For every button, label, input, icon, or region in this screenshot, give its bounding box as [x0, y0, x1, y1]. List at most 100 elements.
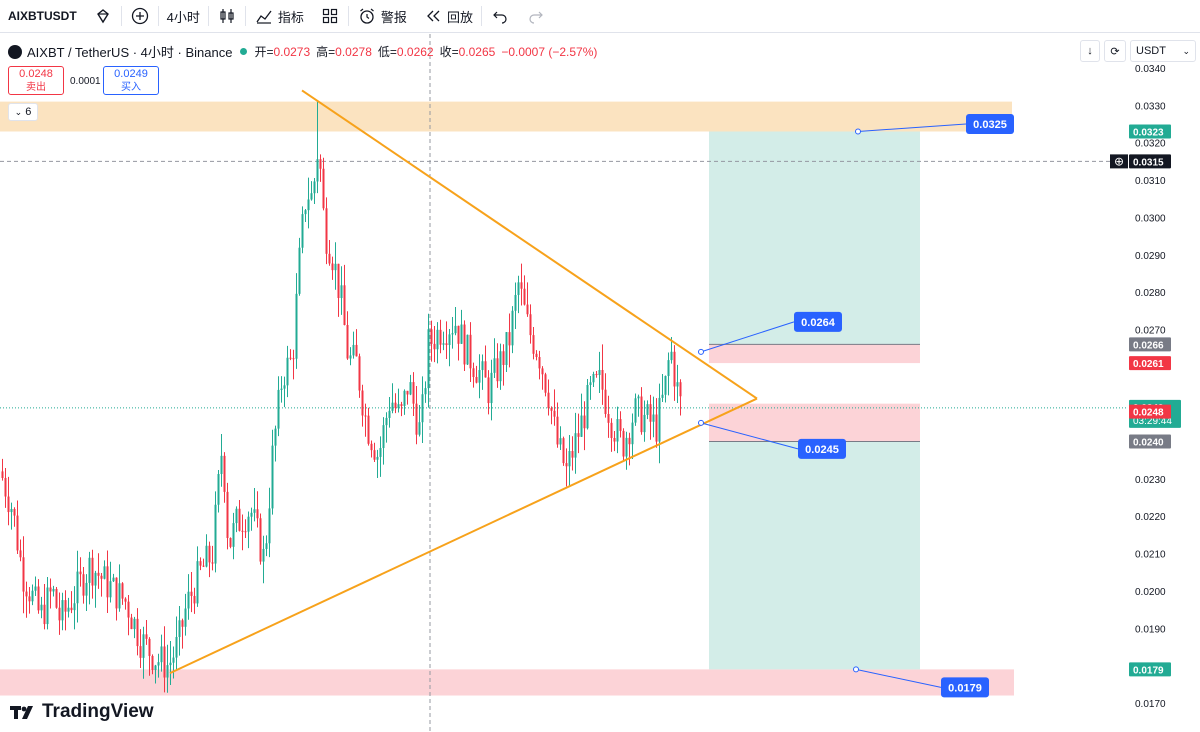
candle-body-80 — [241, 530, 244, 532]
change-value: −0.0007 (−2.57%) — [501, 44, 598, 59]
candle-body-198 — [595, 373, 598, 376]
redo-button[interactable] — [518, 0, 554, 33]
candle-body-167 — [502, 351, 505, 365]
candle-body-116 — [349, 355, 352, 359]
candle-body-3 — [10, 508, 13, 513]
indicators-collapse-button[interactable]: ⌄ 6 — [8, 103, 38, 121]
candle-body-82 — [247, 516, 250, 532]
chart-legend: AIXBT / TetherUS · 4小时 · Binance 开= 0.027… — [8, 42, 603, 61]
symbol-search-button[interactable]: AIXBTUSDT — [0, 0, 85, 33]
candle-body-18 — [55, 588, 58, 608]
indicators-button[interactable]: 指标 — [246, 0, 312, 33]
candle-body-110 — [331, 263, 334, 271]
candle-body-124 — [373, 450, 376, 460]
candle-body-14 — [43, 604, 46, 625]
price-badge-5: 0.0248 — [1129, 404, 1171, 419]
candle-body-67 — [202, 565, 205, 567]
candle-body-200 — [601, 369, 604, 390]
high-value: 0.0278 — [335, 44, 372, 59]
candle-body-84 — [253, 509, 256, 513]
candle-body-205 — [616, 419, 619, 442]
candle-body-157 — [472, 368, 475, 378]
plus-circle-icon — [130, 6, 150, 26]
candle-body-153 — [460, 324, 463, 344]
candle-body-49 — [148, 638, 151, 656]
candle-body-141 — [424, 388, 427, 395]
candle-body-166 — [499, 351, 502, 382]
callout-box-0 — [966, 114, 1014, 135]
scale-down-button[interactable]: ↓ — [1080, 40, 1100, 62]
price-tick-label-9: 0.0220 — [1135, 512, 1166, 523]
price-tick-label-14: 0.0170 — [1135, 699, 1166, 710]
price-badge-bg-0 — [1129, 124, 1171, 139]
currency-select[interactable]: USDT ⌄ — [1130, 40, 1196, 62]
price-badge-label-0: 0.0323 — [1133, 128, 1164, 139]
candle-body-1 — [4, 477, 7, 497]
candle-body-154 — [463, 324, 466, 365]
price-badge-0: 0.0323 — [1129, 124, 1171, 139]
brand-label: TradingView — [42, 701, 154, 722]
candle-body-208 — [625, 437, 628, 457]
undo-button[interactable] — [482, 0, 518, 33]
price-tick-label-11: 0.0200 — [1135, 587, 1166, 598]
price-tick-label-3: 0.0310 — [1135, 176, 1166, 187]
price-tick-label-6: 0.0280 — [1135, 288, 1166, 299]
favorite-button[interactable] — [85, 0, 121, 33]
candle-body-201 — [604, 389, 607, 415]
candle-body-8 — [25, 591, 28, 597]
candle-body-138 — [415, 403, 418, 435]
candle-body-226 — [679, 382, 682, 397]
price-badge-bg-5 — [1129, 404, 1171, 419]
candle-body-224 — [673, 351, 676, 387]
candle-body-186 — [559, 438, 562, 445]
callout-1: 0.0264 — [698, 311, 842, 355]
candle-body-197 — [592, 373, 595, 383]
refresh-button[interactable]: ⟳ — [1104, 40, 1126, 62]
candle-body-81 — [244, 531, 247, 533]
candle-body-223 — [670, 351, 673, 361]
candle-body-19 — [58, 607, 61, 621]
candle-body-132 — [397, 404, 400, 409]
candle-body-54 — [163, 646, 166, 678]
callout-label-2: 0.0245 — [805, 444, 839, 456]
candle-body-188 — [565, 463, 568, 467]
close-value: 0.0265 — [458, 44, 496, 59]
candle-body-184 — [553, 410, 556, 417]
callout-0: 0.0325 — [855, 114, 1014, 135]
open-label: 开= — [254, 45, 274, 59]
price-badge-bg-1 — [1129, 154, 1171, 169]
candle-body-113 — [340, 285, 343, 299]
legend-title: AIXBT / TetherUS · 4小时 · Binance — [27, 45, 233, 60]
candle-body-32 — [97, 572, 100, 576]
candle-body-97 — [292, 358, 295, 360]
redo-icon — [526, 6, 546, 26]
alert-button[interactable]: 警报 — [349, 0, 415, 33]
price-tick-label-0: 0.0340 — [1135, 64, 1166, 75]
replay-button[interactable]: 回放 — [415, 0, 481, 33]
price-badge-2: 0.0266 — [1129, 337, 1171, 352]
high-label: 高= — [316, 45, 336, 59]
callout-anchor-0 — [855, 128, 861, 135]
candle-body-190 — [571, 451, 574, 458]
candle-body-46 — [139, 646, 142, 658]
price-badge-label-2: 0.0266 — [1133, 340, 1164, 351]
callout-anchor-2 — [698, 419, 704, 426]
candle-body-203 — [610, 422, 613, 438]
candle-body-156 — [469, 334, 472, 369]
candle-body-126 — [379, 448, 382, 457]
candle-body-181 — [544, 374, 547, 393]
buy-button[interactable]: 0.0249 买入 — [103, 66, 159, 95]
triangle-upper-line — [301, 89, 758, 400]
interval-button[interactable]: 4小时 — [159, 0, 208, 33]
candle-body-38 — [115, 577, 118, 609]
chart-type-button[interactable] — [209, 0, 245, 33]
sell-button[interactable]: 0.0248 卖出 — [8, 66, 64, 95]
compare-button[interactable] — [122, 0, 158, 33]
interval-label: 4小时 — [166, 9, 200, 25]
candle-body-171 — [514, 294, 517, 311]
candle-body-61 — [184, 608, 187, 627]
candle-body-146 — [439, 329, 442, 345]
templates-button[interactable] — [312, 0, 348, 33]
candle-body-180 — [541, 368, 544, 375]
